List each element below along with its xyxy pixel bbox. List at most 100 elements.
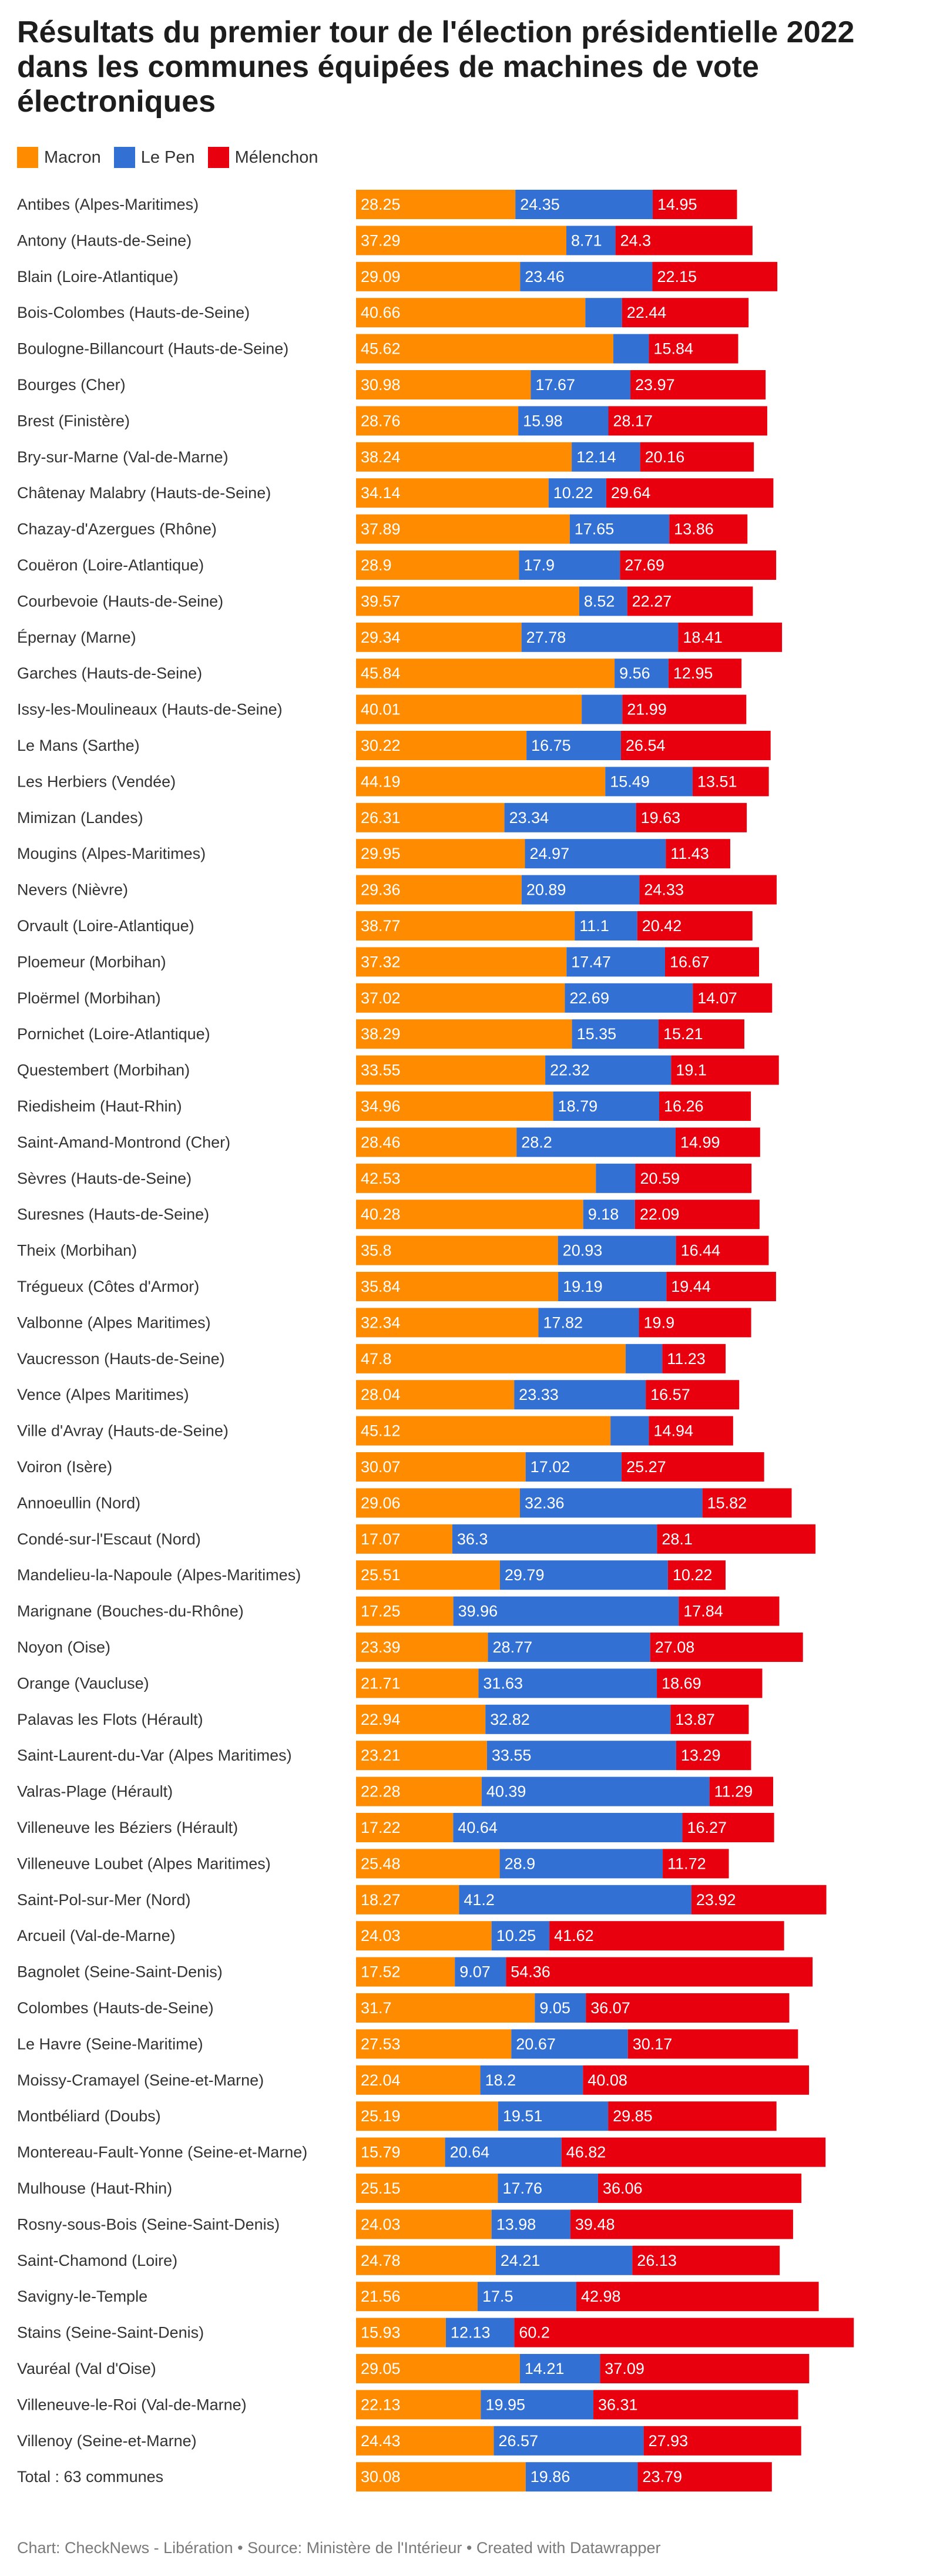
category-label: Ploërmel (Morbihan) xyxy=(17,989,161,1007)
bar-segment-le-pen xyxy=(491,2209,570,2239)
data-label-le-pen: 12.13 xyxy=(451,2324,491,2342)
data-label-macron: 22.28 xyxy=(361,1783,401,1801)
bar-segment-le-pen xyxy=(566,947,665,977)
data-label-macron: 40.28 xyxy=(361,1205,401,1223)
bar-segment-le-pen xyxy=(521,875,640,905)
data-label-macron: 42.53 xyxy=(361,1170,401,1187)
data-label-macron: 29.34 xyxy=(361,629,401,646)
data-label-le-pen: 24.21 xyxy=(501,2252,540,2269)
category-label: Sèvres (Hauts-de-Seine) xyxy=(17,1170,192,1187)
category-label: Suresnes (Hauts-de-Seine) xyxy=(17,1205,209,1223)
category-label: Bourges (Cher) xyxy=(17,376,126,394)
bar-row-antony-hauts-de-seine: Antony (Hauts-de-Seine) 37.29 8.71 24.3 xyxy=(17,226,753,256)
bar-segment-le-pen xyxy=(519,2354,600,2383)
bar-segment-le-pen xyxy=(515,190,653,219)
category-label: Villeneuve les Béziers (Hérault) xyxy=(17,1819,238,1836)
data-label-le-pen: 19.95 xyxy=(485,2396,525,2413)
bar-segment-le-pen xyxy=(521,622,679,652)
category-label: Montereau-Fault-Yonne (Seine-et-Marne) xyxy=(17,2144,307,2161)
bar-row-bourges-cher: Bourges (Cher) 30.98 17.67 23.97 xyxy=(17,370,766,399)
category-label: Chazay-d'Azergues (Rhône) xyxy=(17,520,217,538)
data-label-melenchon: 11.72 xyxy=(667,1855,706,1872)
data-label-macron: 30.98 xyxy=(361,376,401,394)
data-label-melenchon: 30.17 xyxy=(633,2035,673,2053)
bar-row-pornichet-loire-atlantique: Pornichet (Loire-Atlantique) 38.29 15.35 15… xyxy=(17,1019,744,1049)
bar-segment-melenchon xyxy=(627,2029,798,2059)
bar-row-villeneuve-le-roi-val-de-marne: Villeneuve-le-Roi (Val-de-Marne) 22.13 19.… xyxy=(17,2390,798,2420)
data-label-le-pen: 23.34 xyxy=(509,809,549,827)
legend-label-le-pen: Le Pen xyxy=(140,147,195,167)
bar-row-mulhouse-haut-rhin: Mulhouse (Haut-Rhin) 25.15 17.76 36.06 xyxy=(17,2174,802,2203)
data-label-melenchon: 13.87 xyxy=(675,1711,715,1728)
bar-row-orange-vaucluse: Orange (Vaucluse) 21.71 31.63 18.69 xyxy=(17,1668,763,1698)
bar-segment-le-pen xyxy=(548,478,606,508)
bar-segment-le-pen xyxy=(531,370,631,399)
bar-row-suresnes-hauts-de-seine: Suresnes (Hauts-de-Seine) 40.28 9.18 22.09 xyxy=(17,1200,760,1230)
data-label-le-pen: 18.2 xyxy=(485,2071,516,2089)
data-label-melenchon: 22.44 xyxy=(627,304,667,321)
data-label-macron: 17.07 xyxy=(361,1530,401,1548)
bar-segment-macron xyxy=(356,983,565,1013)
data-label-melenchon: 22.27 xyxy=(632,592,672,610)
category-label: Boulogne-Billancourt (Hauts-de-Seine) xyxy=(17,340,288,358)
data-label-melenchon: 17.84 xyxy=(683,1603,723,1620)
data-label-macron: 35.8 xyxy=(361,1242,392,1260)
data-label-melenchon: 13.29 xyxy=(681,1747,721,1764)
bar-row-epernay-marne: Épernay (Marne) 29.34 27.78 18.41 xyxy=(17,622,783,652)
bar-segment-le-pen xyxy=(525,839,666,869)
bar-row-blain-loire-atlantique: Blain (Loire-Atlantique) 29.09 23.46 22.15 xyxy=(17,261,778,291)
data-label-macron: 15.93 xyxy=(361,2324,401,2342)
category-label: Savigny-le-Temple xyxy=(17,2288,147,2305)
data-label-le-pen: 10.25 xyxy=(496,1927,536,1944)
data-label-melenchon: 14.99 xyxy=(680,1133,720,1151)
bar-segment-le-pen xyxy=(481,2390,593,2420)
bar-segment-melenchon xyxy=(643,2426,801,2456)
bar-segment-macron xyxy=(356,514,570,544)
data-label-le-pen: 39.96 xyxy=(458,1603,498,1620)
bar-segment-le-pen xyxy=(498,2101,609,2131)
bar-row-montereau-fault-yonne-seine-et-marne: Montereau-Fault-Yonne (Seine-et-Marne) 15… xyxy=(17,2137,826,2167)
bar-segment-le-pen xyxy=(480,2065,583,2095)
bar-row-ville-d-avray-hauts-de-seine: Ville d'Avray (Hauts-de-Seine) 45.12 14.94 xyxy=(17,1416,733,1446)
bar-segment-melenchon xyxy=(606,478,774,508)
bar-segment-le-pen xyxy=(519,1488,703,1518)
data-label-macron: 28.46 xyxy=(361,1133,401,1151)
data-label-macron: 32.34 xyxy=(361,1314,401,1331)
data-label-macron: 17.25 xyxy=(361,1603,401,1620)
bar-row-rosny-sous-bois-seine-saint-denis: Rosny-sous-Bois (Seine-Saint-Denis) 24.03… xyxy=(17,2209,793,2239)
bar-segment-melenchon xyxy=(622,694,747,724)
data-label-macron: 27.53 xyxy=(361,2035,401,2053)
data-label-macron: 40.66 xyxy=(361,304,401,321)
bar-row-saint-amand-montrond-cher: Saint-Amand-Montrond (Cher) 28.46 28.2 14.9… xyxy=(17,1127,760,1157)
bar-row-valras-plage-herault: Valras-Plage (Hérault) 22.28 40.39 11.29 xyxy=(17,1776,774,1806)
category-label: Mulhouse (Haut-Rhin) xyxy=(17,2179,172,2197)
bar-segment-macron xyxy=(356,1813,454,1842)
category-label: Les Herbiers (Vendée) xyxy=(17,773,176,790)
bar-row-issy-les-moulineaux-hauts-de-seine: Issy-les-Moulineaux (Hauts-de-Seine) 40.0… xyxy=(17,694,747,724)
data-label-le-pen: 18.79 xyxy=(558,1097,598,1115)
bar-row-questembert-morbihan: Questembert (Morbihan) 33.55 22.32 19.1 xyxy=(17,1055,779,1085)
category-label: Le Havre (Seine-Maritime) xyxy=(17,2035,203,2053)
legend-item-le-pen: Le Pen xyxy=(113,147,195,168)
bar-segment-melenchon xyxy=(692,767,769,797)
bar-segment-le-pen xyxy=(514,1380,646,1410)
data-label-melenchon: 29.85 xyxy=(613,2107,653,2125)
data-label-macron: 24.03 xyxy=(361,2215,401,2233)
bar-row-chatenay-malabry-hauts-de-seine: Châtenay Malabry (Hauts-de-Seine) 34.14 10… xyxy=(17,478,774,508)
data-label-melenchon: 14.94 xyxy=(653,1422,693,1440)
data-label-melenchon: 19.1 xyxy=(676,1062,707,1079)
data-label-macron: 29.09 xyxy=(361,268,401,286)
data-label-melenchon: 26.13 xyxy=(637,2252,677,2269)
category-label: Stains (Seine-Saint-Denis) xyxy=(17,2324,204,2342)
bar-row-tregueux-cotes-d-armor: Trégueux (Côtes d'Armor) 35.84 19.19 19.44 xyxy=(17,1272,776,1301)
bar-segment-macron xyxy=(356,586,579,616)
category-label: Blain (Loire-Atlantique) xyxy=(17,268,179,286)
data-label-melenchon: 46.82 xyxy=(566,2144,606,2161)
bar-segment-macron xyxy=(356,1921,492,1951)
data-label-le-pen: 13.98 xyxy=(496,2215,536,2233)
bar-segment-le-pen xyxy=(445,2137,562,2167)
data-label-melenchon: 20.16 xyxy=(645,448,685,466)
data-label-le-pen: 36.3 xyxy=(457,1530,488,1548)
data-label-macron: 33.55 xyxy=(361,1062,401,1079)
data-label-melenchon: 36.07 xyxy=(590,1999,630,2017)
